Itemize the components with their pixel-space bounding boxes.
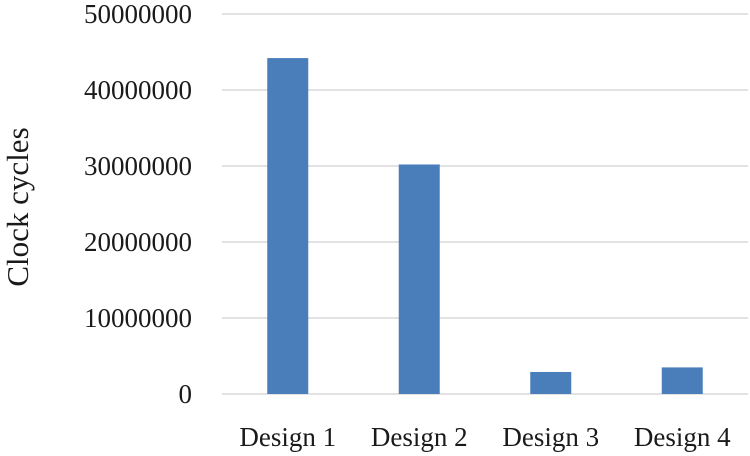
- bar-design-3: [530, 371, 572, 394]
- x-tick-label: Design 3: [502, 422, 599, 452]
- y-tick-label: 40000000: [84, 75, 192, 105]
- y-axis-title: Clock cycles: [0, 127, 35, 286]
- y-tick-label: 50000000: [84, 0, 192, 29]
- x-tick-label: Design 4: [634, 422, 731, 452]
- y-tick-label: 30000000: [84, 151, 192, 181]
- x-tick-label: Design 1: [239, 422, 336, 452]
- bar-design-4: [661, 367, 703, 394]
- y-tick-label: 0: [179, 379, 193, 409]
- x-tick-label: Design 2: [371, 422, 468, 452]
- bars: [267, 58, 703, 395]
- gridlines: [222, 13, 748, 395]
- y-tick-label: 20000000: [84, 227, 192, 257]
- bar-design-1: [267, 58, 309, 395]
- y-tick-label: 10000000: [84, 303, 192, 333]
- x-axis-ticks: Design 1 Design 2 Design 3 Design 4: [239, 422, 731, 452]
- bar-design-2: [398, 164, 440, 394]
- y-axis-ticks: 0 10000000 20000000 30000000 40000000 5000000…: [84, 0, 192, 409]
